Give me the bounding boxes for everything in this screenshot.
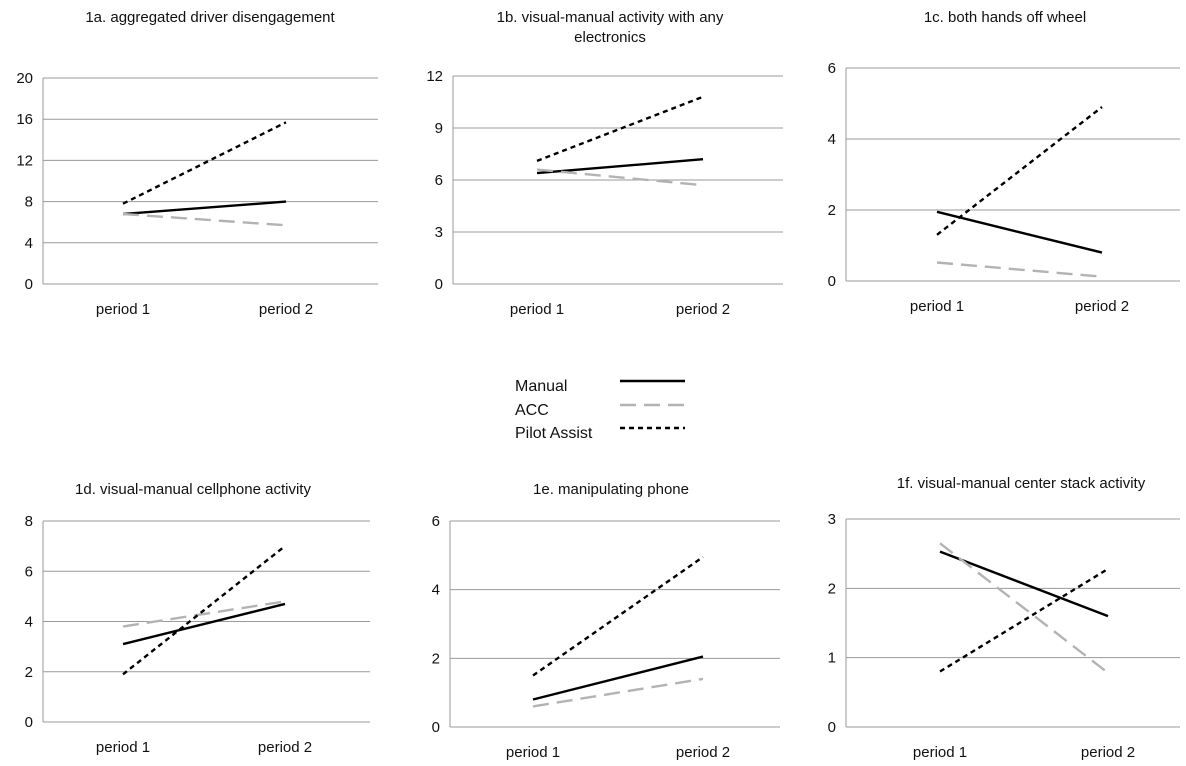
y-tick-label: 2 <box>828 202 836 219</box>
series-line-pilot-assist <box>532 556 704 677</box>
y-tick-label: 8 <box>25 194 33 211</box>
chart-title: 1b. visual-manual activity with any <box>497 9 724 26</box>
y-tick-label: 2 <box>25 664 33 681</box>
y-tick-label: 0 <box>25 276 33 293</box>
series-line-pilot-assist <box>939 567 1109 673</box>
y-tick-label: 2 <box>828 580 836 597</box>
x-tick-label: period 1 <box>506 744 560 761</box>
chart-panel-5: 1e. manipulating phone 0 2 4 6 period 1 period… <box>432 481 780 761</box>
x-tick-label: period 2 <box>258 739 312 756</box>
x-tick-label: period 2 <box>676 301 730 318</box>
y-tick-label: 0 <box>828 273 836 290</box>
x-tick-label: period 1 <box>913 744 967 761</box>
legend: Manual ACC Pilot Assist <box>515 378 685 442</box>
x-tick-label: period 2 <box>1075 298 1129 315</box>
series-line-pilot-assist <box>536 95 704 163</box>
x-tick-label: period 2 <box>1081 744 1135 761</box>
y-tick-label: 3 <box>435 224 443 241</box>
y-tick-label: 4 <box>25 614 33 631</box>
y-tick-label: 9 <box>435 120 443 137</box>
y-tick-label: 0 <box>435 276 443 293</box>
series-line-acc <box>532 677 704 708</box>
chart-title: 1e. manipulating phone <box>533 481 689 498</box>
series-line-acc <box>536 168 704 187</box>
y-tick-label: 6 <box>432 513 440 530</box>
y-tick-label: 6 <box>25 563 33 580</box>
y-tick-label: 3 <box>828 511 836 528</box>
chart-title: 1d. visual-manual cellphone activity <box>75 481 311 498</box>
y-tick-label: 16 <box>16 111 33 128</box>
x-tick-label: period 1 <box>510 301 564 318</box>
y-tick-label: 0 <box>432 719 440 736</box>
series-line-manual <box>939 550 1109 618</box>
series-line-acc <box>936 261 1103 278</box>
chart-title: 1f. visual-manual center stack activity <box>897 475 1146 492</box>
series-line-manual <box>122 200 287 216</box>
series-line-pilot-assist <box>122 545 286 676</box>
series-line-acc <box>939 542 1109 674</box>
series-line-pilot-assist <box>936 106 1103 236</box>
series-line-manual <box>536 158 704 175</box>
chart-panel-2: 1b. visual-manual activity with any elect… <box>426 9 783 318</box>
chart-panel-4: 1d. visual-manual cellphone activity 0 2 4 6… <box>25 481 370 756</box>
chart-title: 1a. aggregated driver disengagement <box>85 9 335 26</box>
legend-label: ACC <box>515 402 549 419</box>
legend-label: Manual <box>515 378 567 395</box>
x-tick-label: period 1 <box>96 739 150 756</box>
legend-label: Pilot Assist <box>515 425 593 442</box>
y-tick-label: 1 <box>828 650 836 667</box>
y-tick-label: 4 <box>828 131 836 148</box>
series-line-acc <box>122 600 286 628</box>
y-tick-label: 0 <box>828 719 836 736</box>
x-tick-label: period 1 <box>96 301 150 318</box>
y-tick-label: 2 <box>432 650 440 667</box>
series-line-manual <box>532 655 704 701</box>
y-tick-label: 6 <box>828 60 836 77</box>
chart-panel-3: 1c. both hands off wheel 0 2 4 6 period 1 peri… <box>828 9 1180 315</box>
chart-title: 1c. both hands off wheel <box>924 9 1086 26</box>
x-tick-label: period 2 <box>676 744 730 761</box>
series-line-pilot-assist <box>122 121 287 205</box>
chart-panel-6: 1f. visual-manual center stack activity 0… <box>828 475 1180 761</box>
y-tick-label: 8 <box>25 513 33 530</box>
series-line-manual <box>936 210 1103 254</box>
x-tick-label: period 2 <box>259 301 313 318</box>
y-tick-label: 12 <box>16 152 33 169</box>
chart-title: electronics <box>574 29 646 46</box>
y-tick-label: 6 <box>435 172 443 189</box>
y-tick-label: 0 <box>25 714 33 731</box>
series-line-manual <box>122 602 286 646</box>
y-tick-label: 20 <box>16 70 33 87</box>
y-tick-label: 4 <box>25 235 33 252</box>
y-tick-label: 4 <box>432 582 440 599</box>
x-tick-label: period 1 <box>910 298 964 315</box>
series-line-acc <box>122 212 287 227</box>
y-tick-label: 12 <box>426 68 443 85</box>
chart-panel-1: 1a. aggregated driver disengagement 0 4 8 12… <box>16 9 378 318</box>
